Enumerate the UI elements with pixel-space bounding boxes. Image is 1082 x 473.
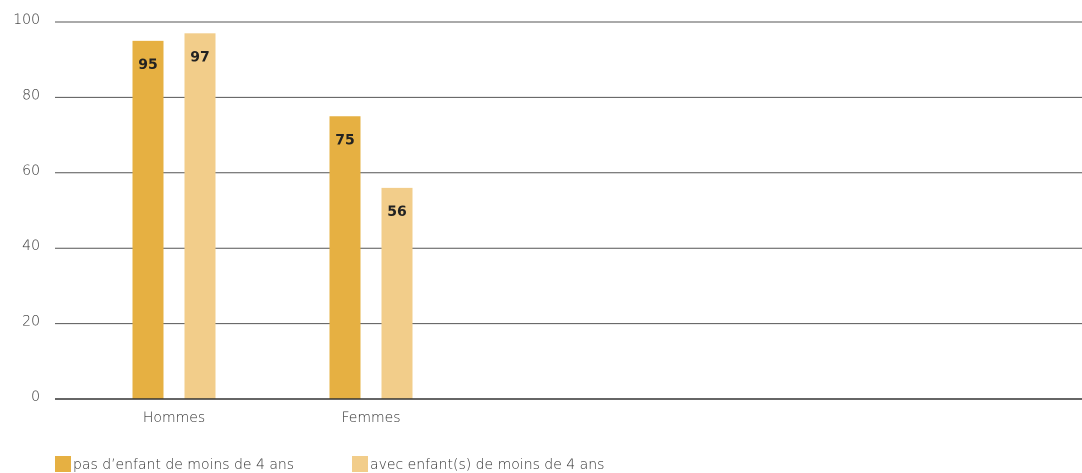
bar [132,40,164,399]
y-tick-label: 100 [13,12,40,28]
value-label: 95 [138,57,157,73]
legend-label: pas d’enfant de moins de 4 ans [73,457,294,473]
value-label: 56 [387,204,406,220]
value-label: 97 [190,49,209,65]
y-tick-label: 20 [22,314,40,330]
x-tick-label: Hommes [143,410,205,426]
legend-swatch [352,456,368,472]
legend-swatch [55,456,71,472]
x-tick-label: Femmes [341,410,400,426]
y-tick-label: 80 [22,87,40,103]
value-label: 75 [335,132,354,148]
legend-label: avec enfant(s) de moins de 4 ans [370,457,604,473]
bar [381,187,413,399]
y-tick-label: 0 [31,389,40,405]
bar [184,33,216,400]
y-tick-label: 60 [22,163,40,179]
bar [329,116,361,399]
y-tick-label: 40 [22,238,40,254]
